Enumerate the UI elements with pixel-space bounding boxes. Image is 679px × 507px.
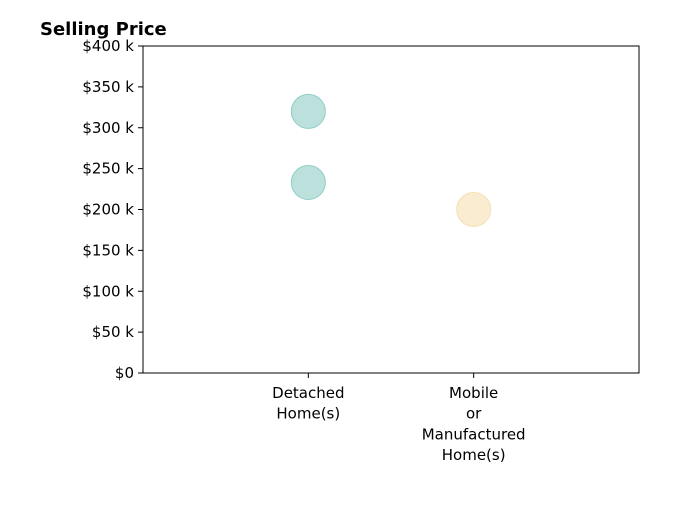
chart-title: Selling Price bbox=[40, 19, 167, 40]
y-tick-label: $250 k bbox=[82, 160, 134, 178]
y-tick-label: $0 bbox=[115, 364, 134, 382]
x-category-label: Mobile or Manufactured Home(s) bbox=[422, 384, 526, 464]
data-point bbox=[456, 192, 492, 227]
x-category-label-line: Manufactured bbox=[422, 425, 526, 443]
y-tick-label: $350 k bbox=[82, 78, 134, 96]
y-tick-label: $300 k bbox=[82, 119, 134, 137]
points-layer bbox=[290, 93, 492, 227]
data-point bbox=[290, 165, 326, 201]
x-axis: Detached Home(s) Mobile or Manufactured Home(… bbox=[272, 373, 526, 464]
y-tick-label: $400 k bbox=[82, 37, 134, 55]
y-tick-label: $50 k bbox=[92, 323, 134, 341]
data-point bbox=[290, 93, 326, 129]
x-category-label-line: Detached bbox=[272, 384, 344, 402]
x-category-label-line: or bbox=[466, 405, 482, 423]
plot-frame bbox=[142, 45, 640, 374]
y-tick-label: $150 k bbox=[82, 241, 134, 259]
y-tick-label: $100 k bbox=[82, 282, 134, 300]
x-category-label: Detached Home(s) bbox=[272, 384, 344, 423]
x-category-label-line: Home(s) bbox=[276, 405, 340, 423]
y-axis: $0 $50 k $100 k $150 k $200 k $250 k $300 k $35… bbox=[82, 37, 143, 382]
x-category-label-line: Home(s) bbox=[442, 446, 506, 464]
y-tick-label: $200 k bbox=[82, 201, 134, 219]
x-category-label-line: Mobile bbox=[449, 384, 498, 402]
